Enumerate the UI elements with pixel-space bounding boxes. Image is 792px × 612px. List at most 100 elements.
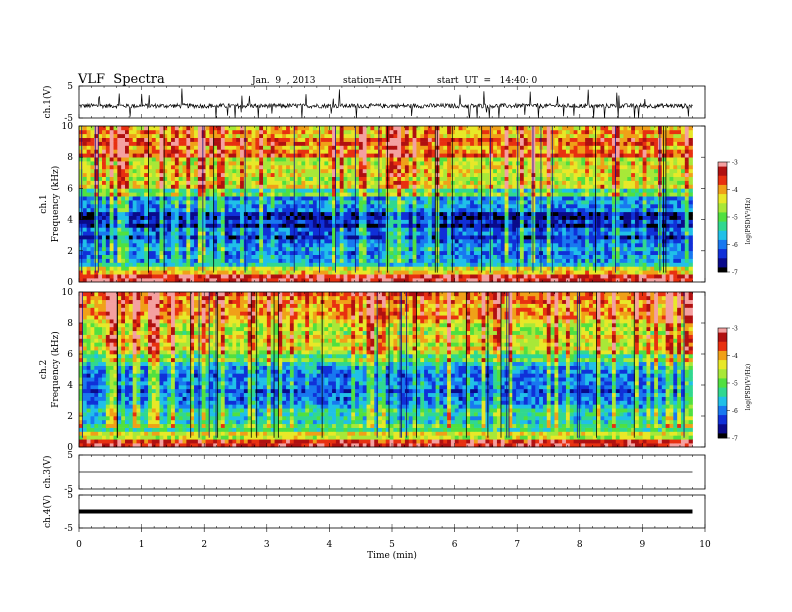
- heatmap-cell: [332, 239, 337, 244]
- heatmap-cell: [412, 204, 417, 209]
- heatmap-cell: [650, 231, 655, 236]
- heatmap-cell: [301, 219, 306, 224]
- heatmap-cell: [197, 215, 203, 220]
- heatmap-cell: [631, 278, 636, 283]
- heatmap-cell: [485, 168, 490, 174]
- heatmap-cell: [132, 161, 137, 166]
- heatmap-cell: [117, 161, 122, 166]
- heatmap-cell: [542, 235, 548, 240]
- heatmap-cell: [611, 278, 617, 283]
- heatmap-cell: [408, 211, 413, 216]
- heatmap-cell: [684, 246, 690, 252]
- heatmap-cell: [611, 168, 617, 174]
- heatmap-cell: [297, 211, 302, 216]
- heatmap-cell: [688, 270, 693, 275]
- heatmap-cell: [201, 254, 206, 259]
- heatmap-cell: [416, 239, 421, 244]
- heatmap-cell: [167, 196, 172, 201]
- heatmap-cell: [684, 215, 690, 220]
- heatmap-cell: [155, 180, 160, 185]
- heatmap-cell: [86, 239, 91, 244]
- heatmap-cell: [355, 168, 360, 174]
- heatmap-cell: [224, 180, 229, 185]
- heatmap-cell: [205, 250, 210, 255]
- heatmap-cell: [470, 215, 475, 220]
- heatmap-cell: [454, 180, 459, 185]
- heatmap-cell: [320, 231, 325, 236]
- heatmap-cell: [684, 200, 690, 205]
- heatmap-cell: [508, 258, 513, 263]
- heatmap-cell: [332, 207, 337, 213]
- heatmap-cell: [493, 262, 498, 267]
- heatmap-cell: [247, 278, 252, 283]
- heatmap-cell: [159, 215, 164, 220]
- heatmap-cell: [688, 235, 693, 240]
- heatmap-cell: [604, 227, 609, 232]
- heatmap-cell: [669, 168, 674, 174]
- heatmap-cell: [516, 274, 521, 279]
- heatmap-cell: [454, 200, 459, 205]
- heatmap-cell: [604, 176, 609, 181]
- heatmap-cell: [531, 165, 536, 170]
- heatmap-cell: [105, 278, 111, 283]
- heatmap-cell: [588, 278, 594, 283]
- heatmap-cell: [247, 168, 252, 174]
- heatmap-cell: [401, 168, 406, 174]
- heatmap-cell: [163, 196, 168, 201]
- heatmap-cell: [431, 262, 436, 267]
- heatmap-cell: [144, 250, 149, 255]
- heatmap-cell: [312, 223, 318, 228]
- heatmap-cell: [90, 262, 95, 267]
- heatmap-cell: [596, 184, 601, 189]
- heatmap-cell: [339, 215, 344, 220]
- heatmap-cell: [611, 196, 617, 201]
- heatmap-cell: [427, 239, 433, 244]
- heatmap-cell: [117, 184, 122, 189]
- heatmap-cell: [504, 274, 509, 279]
- heatmap-cell: [190, 168, 195, 174]
- heatmap-cell: [504, 239, 509, 244]
- heatmap-cell: [86, 184, 91, 189]
- heatmap-cell: [205, 172, 210, 177]
- heatmap-cell: [117, 278, 122, 283]
- heatmap-cell: [546, 262, 552, 267]
- heatmap-cell: [209, 207, 214, 213]
- heatmap-cell: [527, 176, 532, 181]
- heatmap-cell: [527, 215, 532, 220]
- heatmap-cell: [163, 227, 168, 232]
- heatmap-cell: [339, 165, 344, 170]
- heatmap-cell: [642, 239, 647, 244]
- heatmap-cell: [665, 192, 670, 197]
- heatmap-cell: [79, 219, 84, 224]
- heatmap-cell: [523, 180, 528, 185]
- heatmap-cell: [638, 239, 644, 244]
- heatmap-cell: [558, 227, 563, 232]
- heatmap-cell: [562, 270, 567, 275]
- heatmap-cell: [339, 211, 344, 216]
- heatmap-cell: [155, 274, 160, 279]
- heatmap-cell: [332, 188, 337, 193]
- heatmap-cell: [546, 278, 552, 283]
- heatmap-cell: [370, 262, 375, 267]
- heatmap-cell: [240, 278, 245, 283]
- heatmap-cell: [592, 235, 598, 240]
- heatmap-cell: [117, 200, 122, 205]
- heatmap-cell: [132, 219, 137, 224]
- heatmap-cell: [623, 254, 628, 259]
- heatmap-cell: [309, 243, 314, 248]
- heatmap-cell: [117, 274, 122, 279]
- heatmap-cell: [358, 165, 364, 170]
- heatmap-cell: [121, 176, 126, 181]
- heatmap-cell: [585, 254, 590, 259]
- heatmap-cell: [615, 231, 621, 236]
- heatmap-cell: [650, 227, 655, 232]
- heatmap-cell: [278, 184, 283, 189]
- heatmap-cell: [113, 250, 118, 255]
- heatmap-cell: [431, 246, 436, 252]
- heatmap-cell: [159, 231, 164, 236]
- heatmap-cell: [669, 204, 674, 209]
- heatmap-cell: [339, 246, 344, 252]
- heatmap-cell: [174, 200, 180, 205]
- heatmap-cell: [473, 219, 479, 224]
- heatmap-cell: [447, 204, 452, 209]
